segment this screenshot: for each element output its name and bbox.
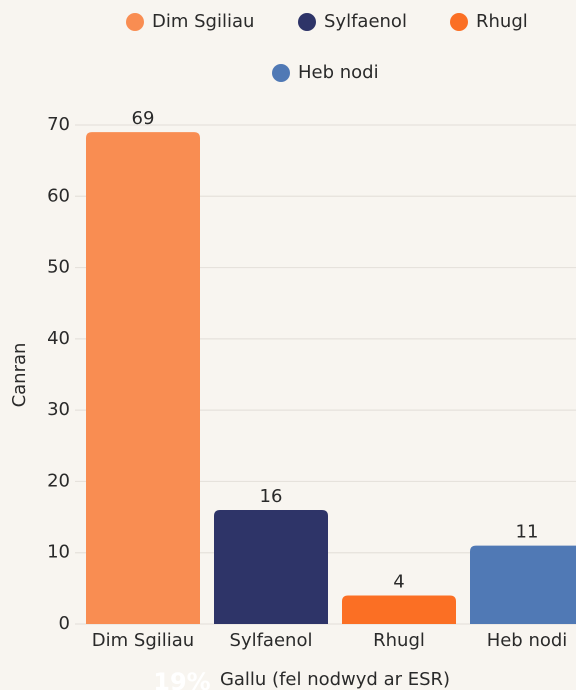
data-label: 11 bbox=[516, 522, 539, 543]
x-tick-label: Dim Sgiliau bbox=[92, 630, 194, 651]
x-tick-label: Sylfaenol bbox=[230, 630, 313, 651]
data-label: 4 bbox=[393, 571, 404, 592]
legend-swatch bbox=[126, 13, 144, 31]
y-tick-label: 50 bbox=[47, 257, 70, 278]
bar bbox=[470, 545, 576, 624]
y-tick-label: 0 bbox=[59, 613, 70, 634]
x-tick-label: Heb nodi bbox=[487, 630, 568, 651]
y-tick-label: 70 bbox=[47, 114, 70, 135]
data-label: 16 bbox=[260, 486, 283, 507]
x-tick-label: Rhugl bbox=[373, 630, 425, 651]
y-tick-label: 10 bbox=[47, 542, 70, 563]
legend-label: Dim Sgiliau bbox=[152, 11, 254, 32]
legend-label: Heb nodi bbox=[298, 62, 379, 83]
y-tick-label: 40 bbox=[47, 328, 70, 349]
x-axis-title: Gallu (fel nodwyd ar ESR) bbox=[220, 669, 450, 690]
y-tick-label: 60 bbox=[47, 185, 70, 206]
legend-label: Rhugl bbox=[476, 11, 528, 32]
bar bbox=[214, 509, 328, 624]
y-tick-label: 20 bbox=[47, 470, 70, 491]
legend-swatch bbox=[272, 64, 290, 82]
y-axis-title: Canran bbox=[9, 343, 30, 408]
y-tick-label: 30 bbox=[47, 399, 70, 420]
legend-swatch bbox=[298, 13, 316, 31]
bar bbox=[342, 595, 456, 624]
legend-label: Sylfaenol bbox=[324, 11, 407, 32]
legend-swatch bbox=[450, 13, 468, 31]
data-label: 69 bbox=[132, 108, 155, 129]
bar bbox=[86, 132, 200, 624]
annotation: 19% bbox=[153, 668, 210, 690]
